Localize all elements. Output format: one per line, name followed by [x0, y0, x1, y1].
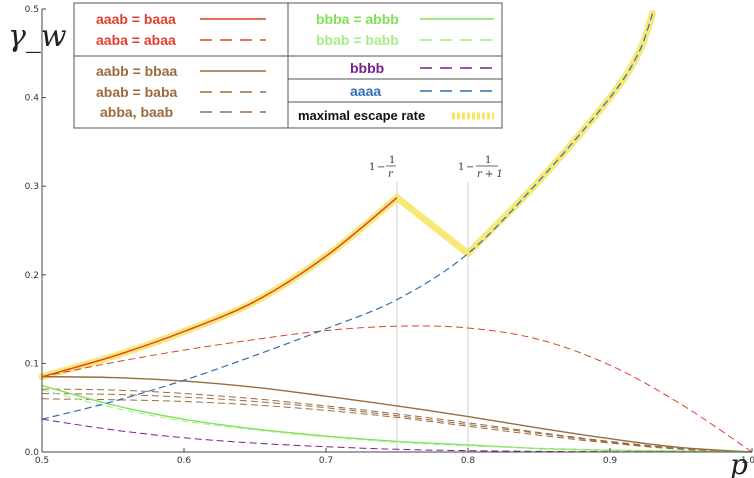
annotation-threshold-2: 1 − 1 r + 1	[458, 155, 503, 180]
legend-entry-aaab: aaab = baaa	[96, 11, 266, 27]
svg-text:1: 1	[485, 155, 491, 166]
svg-text:bbbb: bbbb	[350, 60, 384, 76]
series-line-1	[41, 325, 753, 453]
legend-entry-bbab: bbab = babb	[316, 32, 494, 48]
svg-text:aaaa: aaaa	[350, 83, 381, 99]
legend-entry-abab: abab = baba	[96, 84, 266, 100]
series-line-6	[41, 384, 753, 453]
svg-text:−: −	[466, 162, 474, 173]
y-tick-label: 0.0	[25, 448, 40, 458]
y-tick-label: 0.4	[25, 94, 40, 104]
svg-text:bbba = abbb: bbba = abbb	[316, 11, 399, 27]
legend-entry-aaaa: aaaa	[350, 83, 494, 99]
y-tick-label: 0.2	[25, 271, 39, 281]
annotation-threshold-1: 1 − 1 r	[369, 155, 396, 180]
x-tick-label: 0.9	[603, 456, 618, 466]
svg-text:r: r	[388, 169, 394, 180]
svg-text:aaab = baaa: aaab = baaa	[96, 11, 176, 27]
svg-text:−: −	[377, 162, 385, 173]
x-tick-label: 0.5	[35, 456, 49, 466]
legend: aaab = baaa aaba = abaa aabb = bbaa abab…	[73, 2, 503, 129]
series-line-7	[41, 389, 753, 453]
x-axis-label: p	[730, 448, 748, 478]
legend-entry-bbbb: bbbb	[350, 60, 494, 76]
legend-entry-aabb: aabb = bbaa	[96, 63, 266, 79]
series-line-3	[41, 388, 753, 453]
series-line-0	[41, 197, 398, 378]
legend-entry-abba: abba, baab	[100, 104, 266, 120]
series-line-2	[41, 376, 753, 453]
y-tick-label: 0.5	[25, 5, 39, 15]
y-axis-label: γ_w	[8, 19, 67, 54]
svg-text:1: 1	[458, 162, 464, 173]
svg-text:r + 1: r + 1	[477, 169, 503, 180]
svg-text:abba, baab: abba, baab	[100, 104, 173, 120]
x-tick-label: 0.6	[177, 456, 192, 466]
svg-text:abab = baba: abab = baba	[96, 84, 178, 100]
x-tick-label: 1.0	[741, 456, 754, 466]
legend-entry-maximal: maximal escape rate	[298, 108, 494, 123]
y-tick-label: 0.1	[25, 359, 39, 369]
series-line-9	[41, 13, 654, 420]
svg-text:1: 1	[389, 155, 395, 166]
x-tick-label: 0.8	[461, 456, 476, 466]
svg-text:aabb = bbaa: aabb = bbaa	[96, 63, 178, 79]
series-line-8	[41, 418, 753, 453]
svg-text:bbab = babb: bbab = babb	[316, 32, 399, 48]
svg-text:aaba = abaa: aaba = abaa	[96, 32, 176, 48]
legend-entry-bbba: bbba = abbb	[316, 11, 494, 27]
x-tick-label: 0.7	[319, 456, 333, 466]
series-line-5	[41, 398, 753, 453]
series-line-4	[41, 393, 753, 453]
svg-text:maximal escape rate: maximal escape rate	[298, 108, 425, 123]
y-tick-label: 0.3	[25, 182, 39, 192]
legend-entry-aaba: aaba = abaa	[96, 32, 266, 48]
svg-text:1: 1	[369, 162, 375, 173]
